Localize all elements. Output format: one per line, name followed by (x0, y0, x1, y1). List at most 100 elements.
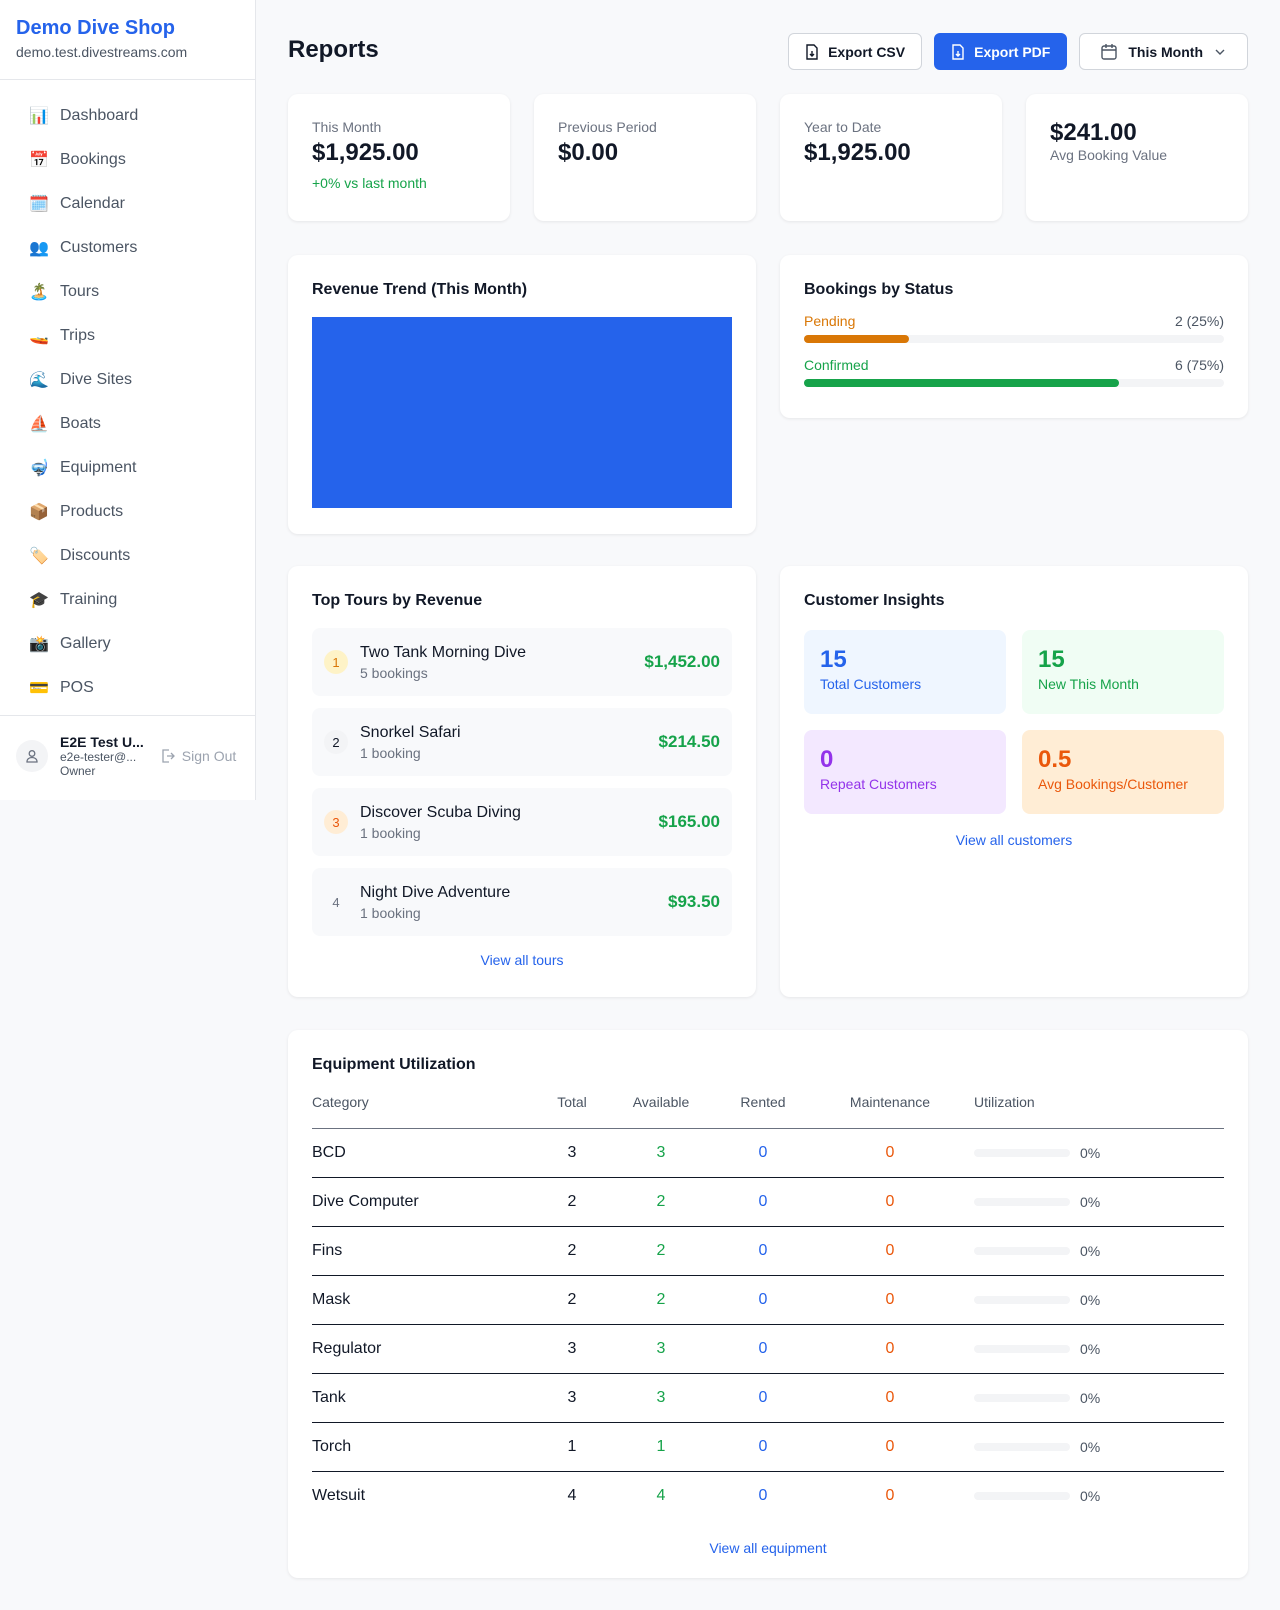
user-panel: E2E Test U... e2e-tester@... Owner Sign … (0, 715, 255, 796)
tour-item[interactable]: 3 Discover Scuba Diving 1 booking $165.00 (312, 788, 732, 856)
insight-new-this-month: 15 New This Month (1022, 630, 1224, 714)
sidebar-item-dashboard[interactable]: 📊 Dashboard (0, 94, 255, 138)
cell-category: Dive Computer (312, 1177, 542, 1227)
tour-name: Night Dive Adventure (360, 883, 511, 901)
sidebar-item-label: POS (60, 679, 94, 696)
sidebar-item-pos[interactable]: 💳 POS (0, 666, 255, 710)
column-header-total: Total (542, 1094, 602, 1129)
cell-category: Fins (312, 1226, 542, 1276)
tour-rank: 1 (324, 650, 348, 674)
insight-label: Total Customers (820, 676, 922, 692)
sidebar: Demo Dive Shop demo.test.divestreams.com… (0, 0, 256, 800)
cell-rented: 0 (720, 1226, 806, 1276)
table-row: Wetsuit 4 4 0 0 0% (312, 1471, 1224, 1520)
tour-rank: 2 (324, 730, 348, 754)
status-label: Confirmed (804, 357, 869, 373)
user-name: E2E Test U... (60, 734, 144, 750)
table-row: Fins 2 2 0 0 0% (312, 1226, 1224, 1276)
utilization: 0% (974, 1390, 1224, 1406)
sidebar-item-products[interactable]: 📦 Products (0, 490, 255, 534)
sidebar-item-training[interactable]: 🎓 Training (0, 578, 255, 622)
cell-maintenance: 0 (806, 1275, 974, 1325)
export-pdf-label: Export PDF (974, 43, 1051, 60)
tour-item[interactable]: 4 Night Dive Adventure 1 booking $93.50 (312, 868, 732, 936)
training-icon: 🎓 (29, 592, 49, 609)
export-csv-button[interactable]: Export CSV (788, 33, 923, 70)
tour-bookings: 5 bookings (360, 664, 428, 681)
sidebar-item-label: Training (60, 591, 118, 608)
cell-maintenance: 0 (806, 1128, 974, 1178)
sidebar-item-discounts[interactable]: 🏷️ Discounts (0, 534, 255, 578)
utilization-track (974, 1393, 1070, 1402)
stat-label: Avg Booking Value (1050, 147, 1168, 163)
stat-change: +0% vs last month (312, 175, 427, 191)
utilization-track (974, 1148, 1070, 1157)
utilization: 0% (974, 1194, 1224, 1210)
insight-value: 15 (820, 646, 847, 673)
status-head: Confirmed 6 (75%) (804, 357, 1224, 373)
sidebar-item-equipment[interactable]: 🤿 Equipment (0, 446, 255, 490)
cell-rented: 0 (720, 1177, 806, 1227)
cell-rented: 0 (720, 1275, 806, 1325)
card-title: Customer Insights (804, 592, 945, 609)
sign-out-button[interactable]: Sign Out (160, 748, 236, 764)
period-select[interactable]: This Month (1079, 33, 1248, 70)
view-all-equipment-link[interactable]: View all equipment (709, 1540, 827, 1556)
column-header-available: Available (602, 1094, 720, 1129)
sidebar-item-trips[interactable]: 🚤 Trips (0, 314, 255, 358)
utilization-track (974, 1295, 1070, 1304)
trips-icon: 🚤 (29, 328, 49, 345)
shop-name[interactable]: Demo Dive Shop (16, 17, 175, 39)
cell-maintenance: 0 (806, 1177, 974, 1227)
cell-category: Wetsuit (312, 1486, 366, 1504)
sidebar-item-label: Products (60, 503, 124, 520)
cell-utilization: 0% (974, 1471, 1224, 1520)
tour-name: Discover Scuba Diving (360, 803, 521, 821)
file-download-icon (806, 43, 818, 60)
sidebar-item-gallery[interactable]: 📸 Gallery (0, 622, 255, 666)
utilization-value: 0% (1080, 1438, 1101, 1455)
boats-icon: ⛵ (29, 416, 49, 433)
dashboard-icon: 📊 (29, 108, 49, 125)
utilization: 0% (974, 1439, 1224, 1455)
utilization-value: 0% (1080, 1242, 1101, 1259)
header-actions: Export CSV Export PDF This Month (788, 33, 1248, 70)
export-pdf-button[interactable]: Export PDF (934, 33, 1068, 70)
view-all-customers-link[interactable]: View all customers (955, 832, 1073, 848)
utilization-track (974, 1246, 1070, 1255)
insight-label: Avg Bookings/Customer (1038, 776, 1188, 792)
tour-revenue: $1,452.00 (644, 652, 720, 671)
sidebar-item-tours[interactable]: 🏝️ Tours (0, 270, 255, 314)
utilization-value: 0% (1080, 1144, 1101, 1161)
tour-bookings: 1 booking (360, 824, 421, 841)
insight-value: 15 (1038, 646, 1065, 673)
sidebar-item-customers[interactable]: 👥 Customers (0, 226, 255, 270)
sidebar-item-dive-sites[interactable]: 🌊 Dive Sites (0, 358, 255, 402)
sidebar-nav: 📊 Dashboard 📅 Bookings 🗓️ Calendar 👥 Customers 🏝… (0, 80, 255, 710)
tour-item[interactable]: 2 Snorkel Safari 1 booking $214.50 (312, 708, 732, 776)
cell-total: 4 (567, 1486, 577, 1504)
view-all-tours-link[interactable]: View all tours (480, 952, 564, 968)
column-header-utilization: Utilization (974, 1094, 1224, 1129)
shop-domain: demo.test.divestreams.com (16, 44, 188, 60)
sidebar-item-label: Tours (60, 283, 100, 300)
stat-value: $1,925.00 (804, 139, 911, 166)
cell-utilization: 0% (974, 1324, 1224, 1374)
sidebar-item-calendar[interactable]: 🗓️ Calendar (0, 182, 255, 226)
sidebar-item-bookings[interactable]: 📅 Bookings (0, 138, 255, 182)
tour-info: Snorkel Safari 1 booking (360, 724, 461, 761)
tour-info: Two Tank Morning Dive 5 bookings (360, 644, 526, 681)
card-title: Equipment Utilization (312, 1056, 476, 1073)
utilization-value: 0% (1080, 1340, 1101, 1357)
revenue-chart (312, 317, 732, 508)
table-row: Dive Computer 2 2 0 0 0% (312, 1177, 1224, 1227)
cell-available: 3 (602, 1128, 720, 1178)
sidebar-item-boats[interactable]: ⛵ Boats (0, 402, 255, 446)
utilization: 0% (974, 1292, 1224, 1308)
tour-item[interactable]: 1 Two Tank Morning Dive 5 bookings $1,452.0… (312, 628, 732, 696)
export-csv-label: Export CSV (828, 43, 906, 60)
cell-available: 4 (656, 1486, 666, 1504)
cell-rented: 0 (720, 1373, 806, 1423)
utilization-value: 0% (1080, 1291, 1101, 1308)
sidebar-item-label: Calendar (60, 195, 125, 212)
